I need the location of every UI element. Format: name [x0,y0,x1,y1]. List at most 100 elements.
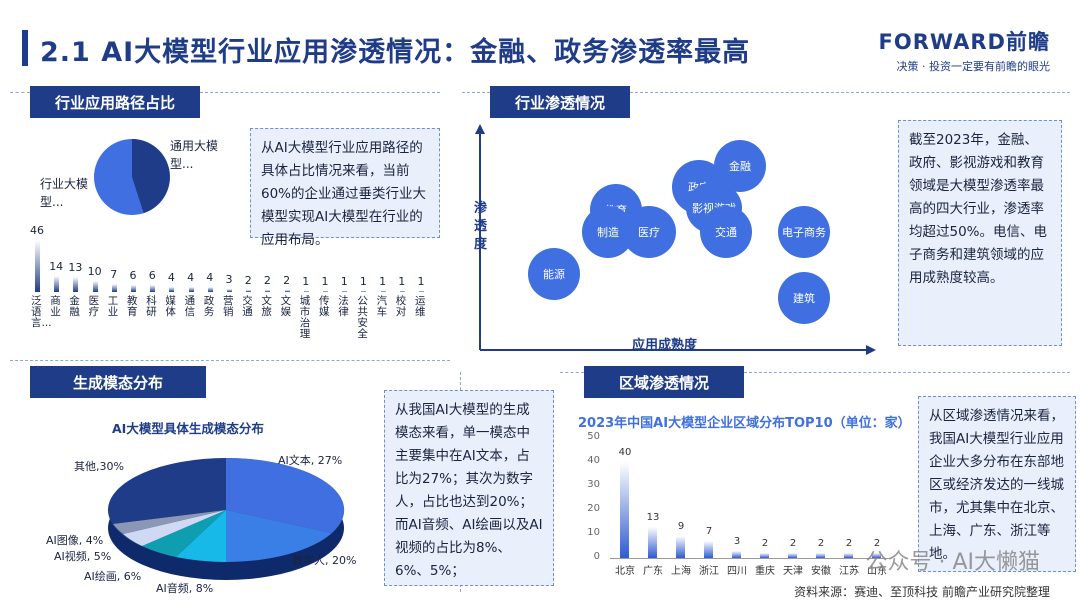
section-header-penetration: 行业渗透情况 [490,86,630,118]
pie-label-text: AI文本, 27% [278,454,343,467]
bar-value-label: 4 [187,271,195,285]
section-header-region: 区域渗透情况 [584,366,744,398]
region-value-label: 9 [677,521,685,533]
industry-bar [265,289,271,292]
industry-bar [92,280,98,292]
industry-bar-chart: 46 泛语言... 14 商业 13 金融 10 医疗 7 工业 6 教育 6 科研 4 媒体 4 通信 4 政务 3 营… [25,220,445,360]
bar-category-label: 城市治理 [299,295,311,340]
pie-label-industry: 行业大模型... [40,177,89,209]
industry-bar [169,287,175,292]
bar-value-label: 1 [302,274,310,288]
pie-slice-image [113,510,226,534]
bubble-ecommerce: 电子商务 [778,206,830,258]
page-title: 2.1 AI大模型行业应用渗透情况：金融、政务渗透率最高 [40,37,751,68]
logo-slogan: 决策 · 投资一定要有前瞻的眼光 [896,60,1051,73]
pie-slice-text [226,457,345,533]
bar-value-label: 1 [340,274,348,288]
bubble-construction: 建筑 [778,272,830,324]
pie-slice-digital-human [226,510,332,563]
bar-category-label: 运维 [415,295,426,318]
region-category-label: 上海 [671,566,691,577]
modality-pie-chart [108,457,345,580]
pie-label-general: 通用大模型... [170,139,219,171]
bar-value-label: 1 [379,274,387,288]
industry-bar [150,285,156,292]
bar-value-label: 7 [110,268,118,282]
y-tick-label: 50 [587,431,600,442]
industry-bar [111,284,117,292]
region-value-label: 40 [618,447,632,458]
bar-value-label: 4 [167,271,175,285]
industry-bar [342,290,348,292]
bar-value-label: 2 [263,273,271,287]
bar-value-label: 13 [68,261,83,275]
bar-category-label: 金融 [69,295,80,318]
x-axis-line [610,558,890,559]
region-value-label: 7 [705,526,713,538]
logo-text: FORWARD前瞻 [878,30,1050,54]
bar-value-label: 6 [129,269,137,283]
region-category-label: 山东 [867,566,887,577]
title-accent-bar [22,30,28,66]
y-tick-label: 30 [587,479,600,490]
divider [200,92,440,93]
divider [744,372,1070,373]
divider [462,92,490,93]
bar-category-label: 公共安全 [357,295,368,340]
bar-category-label: 科研 [146,295,157,318]
bar-value-label: 4 [206,271,214,285]
region-bar [620,462,629,558]
region-bar [760,553,769,558]
region-bar-chart: 50 40 30 20 10 0 40 北京 13 广东 9 上海 7 浙江 3 四川 2 重庆 2 天津 2 安徽 2 江苏… [580,431,890,586]
bar-value-label: 1 [321,274,329,288]
region-category-label: 安徽 [811,566,831,577]
bar-value-label: 2 [283,273,291,287]
divider [10,360,450,361]
industry-bar [54,276,60,292]
industry-bar [399,290,405,292]
pie-slice-audio [176,510,226,562]
region-bar [704,541,713,558]
region-category-label: 四川 [727,566,747,577]
divider [560,372,584,373]
industry-bar [303,290,309,292]
path-pie-chart [94,139,170,215]
path-description: 从AI大模型行业应用路径的具体占比情况来看，当前60%的企业通过垂类行业大模型实… [250,128,440,248]
bar-value-label: 1 [359,274,367,288]
bar-value-label: 6 [148,269,156,283]
pie-label-video: AI视频, 5% [54,550,112,563]
industry-bar [188,287,194,292]
pie-slice-video [123,510,226,546]
bar-value-label: 10 [87,264,102,278]
y-tick-label: 40 [587,455,600,466]
industry-bar [284,289,290,292]
bar-category-label: 文娱 [280,295,292,318]
bar-category-label: 工业 [107,295,119,318]
modality-chart-title: AI大模型具体生成模态分布 [112,421,264,436]
y-axis-arrow [475,124,485,134]
pie-label-audio: AI音频, 8% [156,582,214,595]
industry-bar [73,277,79,292]
bar-category-label: 传媒 [319,295,330,318]
industry-bar [380,290,386,292]
region-value-label: 2 [845,538,853,550]
industry-bar [35,240,40,292]
region-bar [872,553,881,558]
bar-category-label: 交通 [242,295,253,318]
industry-bar [131,285,136,292]
bar-category-label: 泛语言... [31,295,52,329]
bar-category-label: 教育 [127,295,138,318]
region-bar [648,526,657,558]
pie-slice-general [132,139,170,214]
industry-bar [227,288,232,292]
region-category-label: 北京 [615,566,635,577]
industry-bar [361,290,367,292]
region-category-label: 重庆 [755,566,775,577]
section-header-modality: 生成模态分布 [30,366,206,398]
penetration-bubble-chart [475,124,876,355]
industry-bar [207,287,213,292]
bubble-healthcare: 医疗 [622,206,676,258]
bar-value-label: 3 [225,272,233,286]
pie-label-painting: AI绘画, 6% [84,570,142,583]
bar-value-label: 46 [30,224,44,237]
